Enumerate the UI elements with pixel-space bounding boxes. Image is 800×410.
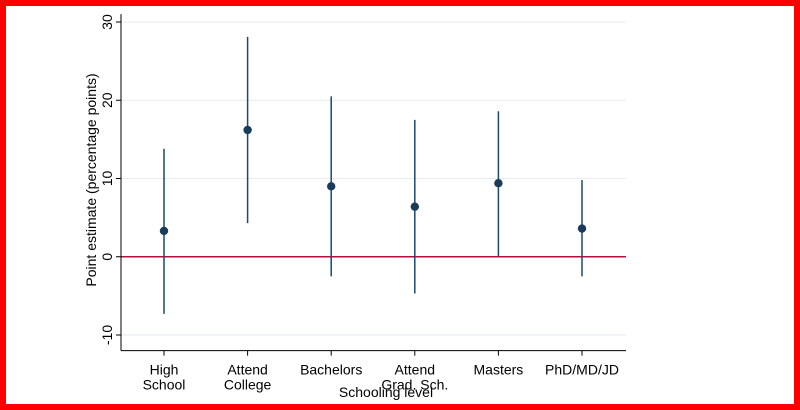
x-tick-label: Attend (395, 362, 435, 378)
y-tick-label: 0 (99, 253, 115, 261)
x-tick-label: School (143, 377, 186, 393)
x-tick-label: College (224, 377, 272, 393)
x-tick-label: Masters (474, 362, 524, 378)
axes (116, 14, 626, 356)
x-tick-label: Grad. Sch. (381, 377, 448, 393)
point-estimate (577, 224, 587, 233)
point-estimate (327, 182, 336, 191)
y-tick-label: 10 (99, 171, 115, 187)
x-tick-label: Bachelors (300, 362, 362, 378)
y-tick-label: 30 (99, 14, 115, 30)
tick-labels: -100102030HighSchoolAttendCollegeBachelo… (99, 14, 619, 393)
point-estimate (243, 125, 252, 135)
point-estimate (159, 226, 169, 236)
x-axis-title: Schooling level (339, 384, 433, 400)
point-estimate (410, 202, 419, 211)
y-tick-label: 20 (99, 92, 115, 108)
x-tick-label: PhD/MD/JD (545, 362, 619, 378)
gridlines (121, 21, 626, 336)
y-tick-label: -10 (99, 325, 115, 345)
y-axis-title: Point estimate (percentage points) (83, 73, 99, 286)
x-tick-label: High (150, 362, 179, 378)
point-estimate (494, 178, 503, 188)
data-marks (159, 36, 587, 314)
x-tick-label: Attend (227, 362, 267, 378)
